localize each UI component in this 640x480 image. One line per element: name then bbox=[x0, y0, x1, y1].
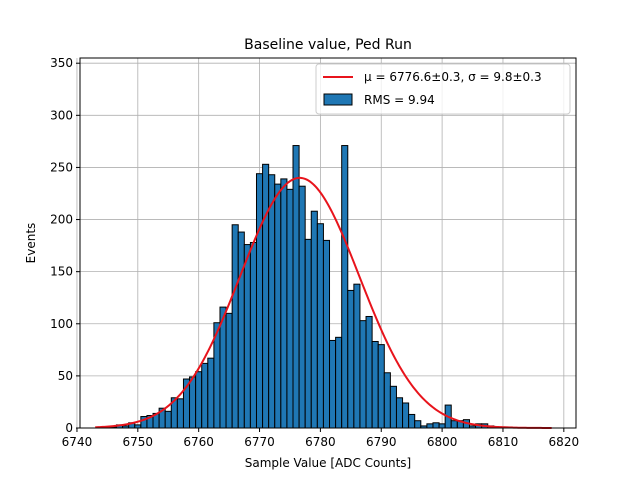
histogram-bar bbox=[274, 183, 282, 429]
histogram-bar bbox=[353, 283, 361, 429]
x-tick-label: 6750 bbox=[123, 435, 154, 449]
y-tick-label: 350 bbox=[50, 56, 73, 70]
histogram-bar bbox=[335, 336, 343, 429]
histogram-bar bbox=[201, 362, 209, 429]
histogram-bar bbox=[304, 238, 312, 429]
legend-fit-label: μ = 6776.6±0.3, σ = 9.8±0.3 bbox=[364, 70, 542, 84]
y-tick-label: 100 bbox=[50, 317, 73, 331]
legend-hist-label: RMS = 9.94 bbox=[364, 93, 435, 107]
histogram-bar bbox=[243, 244, 251, 429]
histogram-bar bbox=[450, 420, 458, 429]
histogram-bar bbox=[347, 289, 355, 429]
histogram-bar bbox=[414, 420, 422, 429]
x-tick-label: 6740 bbox=[62, 435, 93, 449]
x-tick-label: 6780 bbox=[305, 435, 336, 449]
histogram-bar bbox=[426, 423, 434, 429]
legend: μ = 6776.6±0.3, σ = 9.8±0.3 RMS = 9.94 bbox=[315, 63, 571, 115]
histogram-bar bbox=[268, 174, 276, 429]
histogram-bar bbox=[249, 241, 257, 429]
histogram-bar bbox=[408, 413, 416, 429]
y-tick-label: 300 bbox=[50, 108, 73, 122]
chart-title: Baseline value, Ped Run bbox=[244, 37, 412, 53]
histogram-bar bbox=[189, 376, 197, 429]
histogram-bar bbox=[195, 371, 203, 429]
histogram-bar bbox=[231, 224, 239, 429]
histogram-bars bbox=[103, 145, 513, 429]
x-tick-label: 6800 bbox=[427, 435, 458, 449]
x-tick-label: 6760 bbox=[183, 435, 214, 449]
histogram-bar bbox=[438, 423, 446, 429]
histogram-bar bbox=[389, 385, 397, 429]
histogram-bar bbox=[359, 320, 367, 429]
histogram-bar bbox=[310, 210, 318, 429]
histogram-bar bbox=[164, 410, 172, 429]
legend-box bbox=[315, 63, 571, 115]
x-tick-label: 6820 bbox=[549, 435, 580, 449]
histogram-bar bbox=[298, 185, 306, 429]
histogram-bar bbox=[377, 344, 385, 429]
legend-hist-swatch bbox=[323, 93, 353, 106]
histogram-bar bbox=[255, 173, 264, 429]
histogram-bar bbox=[207, 357, 215, 429]
y-tick-label: 250 bbox=[50, 160, 73, 174]
histogram-bar bbox=[292, 145, 300, 429]
histogram-bar bbox=[341, 145, 349, 429]
y-axis-ticks: 0 50 100 150 200 250 300 350 bbox=[50, 56, 80, 435]
x-axis-label: Sample Value [ADC Counts] bbox=[245, 456, 411, 470]
histogram-bar bbox=[402, 402, 410, 429]
gaussian-fit-curve bbox=[95, 176, 552, 429]
y-tick-label: 150 bbox=[50, 265, 73, 279]
plot-frame bbox=[79, 57, 577, 429]
y-tick-label: 50 bbox=[58, 369, 73, 383]
histogram-bar bbox=[316, 223, 324, 429]
histogram-bar bbox=[322, 239, 331, 429]
x-tick-label: 6810 bbox=[488, 435, 519, 449]
x-tick-label: 6770 bbox=[244, 435, 275, 449]
histogram-bar bbox=[383, 372, 391, 429]
x-axis-ticks: 6740 6750 6760 6770 6780 6790 6800 6810 6820 bbox=[62, 428, 579, 449]
histogram-bar bbox=[365, 315, 373, 429]
x-tick-label: 6790 bbox=[366, 435, 397, 449]
histogram-bar bbox=[329, 339, 337, 429]
histogram-bar bbox=[286, 188, 294, 429]
histogram-bar bbox=[395, 397, 404, 429]
histogram-bar bbox=[432, 422, 440, 429]
histogram-bar bbox=[371, 340, 379, 429]
histogram-bar bbox=[262, 163, 270, 429]
histogram-bar bbox=[237, 231, 245, 429]
y-axis-label: Events bbox=[24, 223, 38, 264]
y-tick-label: 0 bbox=[65, 421, 73, 435]
histogram-bar bbox=[176, 398, 184, 429]
y-tick-label: 200 bbox=[50, 213, 73, 227]
histogram-bar bbox=[280, 178, 288, 429]
histogram-bar bbox=[225, 312, 233, 429]
